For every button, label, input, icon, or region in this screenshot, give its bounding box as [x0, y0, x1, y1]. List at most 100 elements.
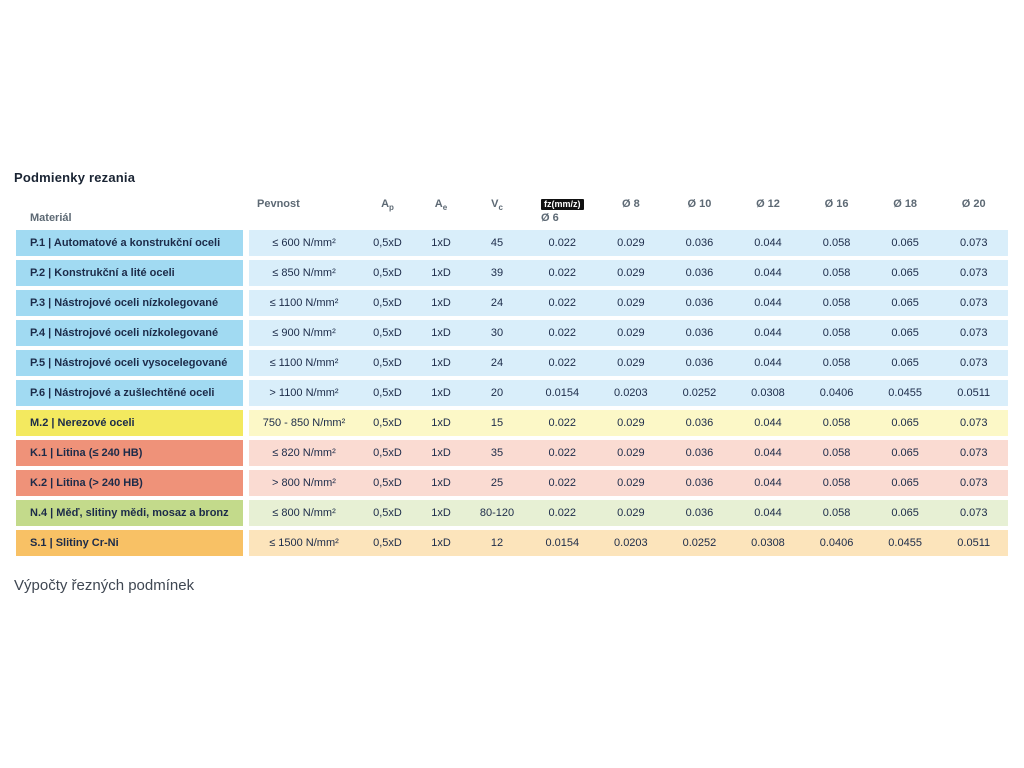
fz-cell: 0.036: [685, 327, 714, 339]
cutting-conditions-table: Materiál Pevnost Ap Ae Vc fz(mm/z) Ø 6 Ø…: [16, 198, 1008, 556]
table-row: P.4 | Nástrojové oceli nízkolegované ≤ 9…: [16, 320, 1008, 346]
header-diameter-6-label: Ø 6: [541, 212, 559, 224]
fz-cell: 0.029: [617, 447, 645, 459]
table-row: P.1 | Automatové a konstrukční oceli ≤ 6…: [16, 230, 1008, 256]
table-row: P.6 | Nástrojové a zušlechtěné oceli > 1…: [16, 380, 1008, 406]
fz-cell: 0.036: [685, 237, 714, 249]
fz-cell: 0.0406: [819, 387, 854, 399]
fz-cell: 0.065: [891, 327, 919, 339]
fz-cell: 0.044: [754, 477, 782, 489]
ae-cell: 1xD: [431, 477, 451, 489]
fz-cell: 0.065: [891, 357, 919, 369]
row-values: ≤ 820 N/mm² 0,5xD 1xD 35 0.022 0.029 0.036 0.04…: [249, 440, 1008, 466]
ae-cell: 1xD: [431, 327, 451, 339]
fz-cell: 0.058: [822, 507, 851, 519]
strength-cell: ≤ 900 N/mm²: [272, 327, 336, 339]
fz-cell: 0.058: [822, 357, 851, 369]
fz-cell: 0.073: [959, 297, 988, 309]
fz-cell: 0.073: [959, 507, 988, 519]
fz-unit-badge: fz(mm/z): [541, 199, 584, 210]
strength-cell: > 1100 N/mm²: [269, 387, 339, 399]
material-cell: S.1 | Slitiny Cr-Ni: [16, 530, 243, 556]
header-ae: Ae: [434, 198, 448, 213]
fz-cell: 0.058: [822, 417, 851, 429]
material-cell: P.5 | Nástrojové oceli vysocelegované: [16, 350, 243, 376]
header-diameter-18: Ø 18: [893, 198, 918, 210]
fz-cell: 0.022: [548, 507, 577, 519]
page-title: Podmienky rezania: [14, 170, 136, 185]
fz-cell: 0.0252: [682, 387, 717, 399]
fz-cell: 0.044: [754, 267, 782, 279]
table-row: P.3 | Nástrojové oceli nízkolegované ≤ 1…: [16, 290, 1008, 316]
fz-cell: 0.065: [891, 477, 919, 489]
fz-cell: 0.036: [685, 357, 714, 369]
ap-cell: 0,5xD: [373, 447, 402, 459]
material-cell: K.1 | Litina (≤ 240 HB): [16, 440, 243, 466]
fz-cell: 0.022: [548, 417, 577, 429]
header-diameter-6: fz(mm/z) Ø 6: [528, 198, 597, 224]
ae-cell: 1xD: [431, 237, 451, 249]
material-cell: P.3 | Nástrojové oceli nízkolegované: [16, 290, 243, 316]
row-values: ≤ 800 N/mm² 0,5xD 1xD 80-120 0.022 0.029 0.036…: [249, 500, 1008, 526]
fz-cell: 0.022: [548, 327, 577, 339]
fz-cell: 0.073: [959, 447, 988, 459]
ap-cell: 0,5xD: [373, 357, 402, 369]
fz-cell: 0.022: [548, 357, 577, 369]
fz-cell: 0.058: [822, 327, 851, 339]
vc-cell: 39: [490, 267, 504, 279]
fz-cell: 0.029: [617, 237, 645, 249]
fz-cell: 0.036: [685, 417, 714, 429]
fz-cell: 0.065: [891, 417, 919, 429]
row-values: ≤ 1500 N/mm² 0,5xD 1xD 12 0.0154 0.0203 0.0252…: [249, 530, 1008, 556]
fz-cell: 0.044: [754, 327, 782, 339]
fz-cell: 0.022: [548, 447, 577, 459]
material-cell: P.1 | Automatové a konstrukční oceli: [16, 230, 243, 256]
header-vc: Vc: [491, 198, 503, 213]
vc-cell: 80-120: [479, 507, 515, 519]
vc-cell: 30: [490, 327, 504, 339]
material-cell: N.4 | Měď, slitiny mědi, mosaz a bronz: [16, 500, 243, 526]
fz-cell: 0.058: [822, 267, 851, 279]
material-cell: K.2 | Litina (> 240 HB): [16, 470, 243, 496]
fz-cell: 0.073: [959, 237, 988, 249]
row-values: 750 - 850 N/mm² 0,5xD 1xD 15 0.022 0.029 0.036…: [249, 410, 1008, 436]
fz-cell: 0.0154: [545, 387, 580, 399]
ap-cell: 0,5xD: [373, 537, 402, 549]
vc-cell: 24: [490, 297, 504, 309]
vc-cell: 25: [490, 477, 504, 489]
fz-cell: 0.036: [685, 267, 714, 279]
header-diameter-12: Ø 12: [756, 198, 780, 210]
fz-cell: 0.029: [617, 267, 645, 279]
row-values: ≤ 1100 N/mm² 0,5xD 1xD 24 0.022 0.029 0.036 0.0…: [249, 290, 1008, 316]
ae-cell: 1xD: [431, 297, 451, 309]
vc-cell: 24: [490, 357, 504, 369]
fz-cell: 0.029: [617, 417, 645, 429]
fz-cell: 0.065: [891, 297, 919, 309]
strength-cell: ≤ 820 N/mm²: [272, 447, 336, 459]
table-row: P.5 | Nástrojové oceli vysocelegované ≤ …: [16, 350, 1008, 376]
row-values: ≤ 600 N/mm² 0,5xD 1xD 45 0.022 0.029 0.036 0.04…: [249, 230, 1008, 256]
header-ap: Ap: [381, 198, 394, 213]
fz-cell: 0.044: [754, 357, 782, 369]
strength-cell: 750 - 850 N/mm²: [262, 417, 346, 429]
ae-cell: 1xD: [431, 387, 451, 399]
table-row: S.1 | Slitiny Cr-Ni ≤ 1500 N/mm² 0,5xD 1xD…: [16, 530, 1008, 556]
fz-cell: 0.036: [685, 507, 714, 519]
row-values: ≤ 850 N/mm² 0,5xD 1xD 39 0.022 0.029 0.036 0.04…: [249, 260, 1008, 286]
fz-cell: 0.029: [617, 477, 645, 489]
fz-cell: 0.029: [617, 507, 645, 519]
ae-cell: 1xD: [431, 267, 451, 279]
fz-cell: 0.058: [822, 447, 851, 459]
fz-cell: 0.0455: [888, 387, 922, 399]
ap-cell: 0,5xD: [373, 477, 402, 489]
ap-cell: 0,5xD: [373, 507, 402, 519]
header-diameter-10: Ø 10: [687, 198, 712, 210]
fz-cell: 0.0455: [888, 537, 922, 549]
table-header-row: Materiál Pevnost Ap Ae Vc fz(mm/z) Ø 6 Ø…: [16, 198, 1008, 224]
ae-cell: 1xD: [431, 447, 451, 459]
fz-cell: 0.073: [959, 477, 988, 489]
fz-cell: 0.065: [891, 237, 919, 249]
fz-cell: 0.0203: [614, 537, 648, 549]
table-row: K.1 | Litina (≤ 240 HB) ≤ 820 N/mm² 0,5xD…: [16, 440, 1008, 466]
fz-cell: 0.065: [891, 267, 919, 279]
